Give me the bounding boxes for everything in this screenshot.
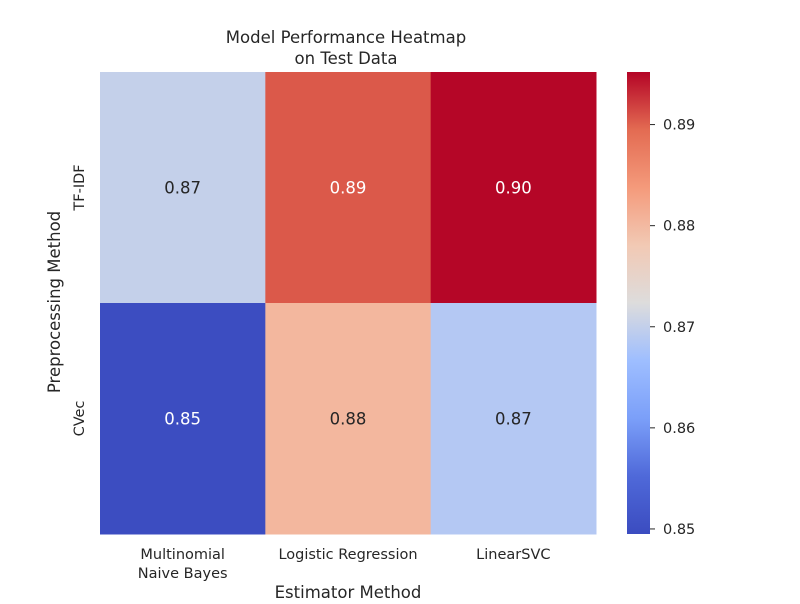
heatmap-cell [265, 72, 432, 304]
heatmap-cell [100, 303, 266, 535]
heatmap-cell [265, 303, 432, 535]
heatmap-annotations: 0.87 0.89 0.90 0.85 0.88 0.87 [164, 179, 531, 429]
y-axis-label: Preprocessing Method [45, 211, 64, 393]
heatmap-cell-label: 0.89 [330, 179, 367, 198]
heatmap-cell [430, 72, 597, 304]
x-axis-tick-label: Naive Bayes [138, 566, 228, 582]
heatmap-cell-label: 0.90 [495, 179, 532, 198]
chart-title-line-1: Model Performance Heatmap [226, 28, 466, 47]
colorbar-tick-label: 0.85 [663, 522, 695, 538]
colorbar-ticks: 0.85 0.86 0.87 0.88 0.89 [650, 118, 695, 538]
colorbar-tick-label: 0.88 [663, 219, 695, 235]
y-axis-tick-labels: TF-IDF CVec [72, 164, 88, 436]
colorbar-tick-label: 0.86 [663, 421, 695, 437]
heatmap-cells [100, 72, 597, 535]
y-axis-tick-label: CVec [72, 401, 88, 437]
heatmap-cell-label: 0.85 [164, 410, 201, 429]
heatmap-cell-label: 0.87 [495, 410, 532, 429]
heatmap-cell-label: 0.87 [164, 179, 201, 198]
colorbar [627, 72, 650, 534]
heatmap-cell [430, 303, 597, 535]
x-axis-tick-label: Logistic Regression [278, 547, 417, 563]
heatmap-cell-label: 0.88 [330, 410, 367, 429]
colorbar-tick-label: 0.89 [663, 118, 695, 134]
chart-title-line-2: on Test Data [295, 49, 398, 68]
y-axis-tick-label: TF-IDF [72, 164, 88, 211]
x-axis-tick-label: Multinomial [140, 547, 225, 563]
x-axis-tick-label: LinearSVC [476, 547, 550, 563]
x-axis-label: Estimator Method [275, 583, 422, 600]
colorbar-tick-label: 0.87 [663, 320, 695, 336]
x-axis-tick-labels: Multinomial Naive Bayes Logistic Regressio… [138, 547, 551, 582]
heatmap-cell [100, 72, 266, 304]
